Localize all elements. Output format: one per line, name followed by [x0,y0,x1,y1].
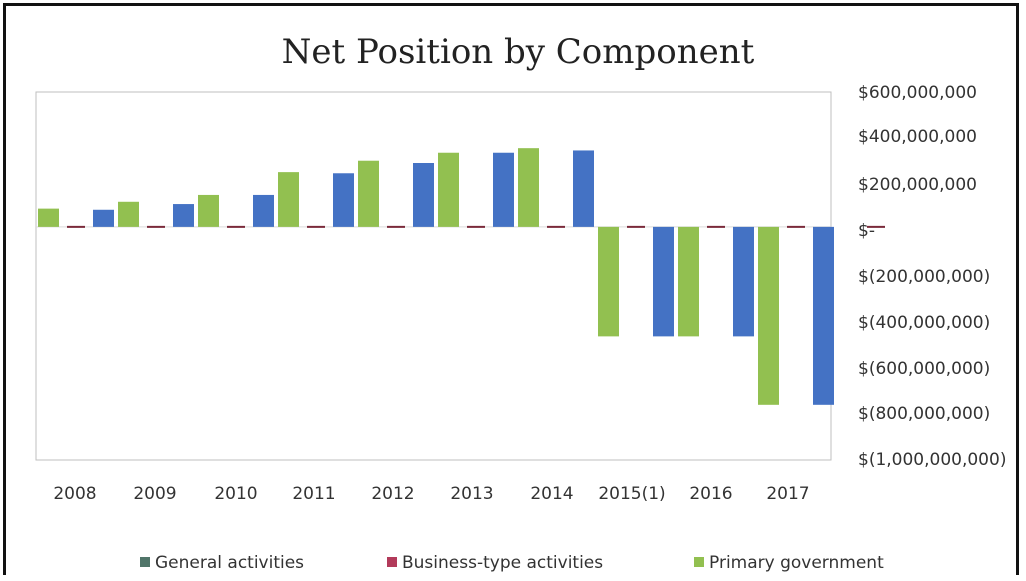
bar-business-type-activities-9 [787,225,805,228]
legend-label: Business-type activities [402,553,603,573]
bar-primary-government-6 [518,148,539,227]
x-tick-label: 2016 [689,484,732,504]
chart-title: Net Position by Component [282,32,755,72]
plot-area [35,91,832,461]
bar-primary-government-1 [118,201,139,227]
bar-general-activities-5 [413,163,434,227]
x-axis-ticks: 2008 2009 2010 2011 2012 2013 2014 2015(1) 2016 2… [53,484,809,504]
y-tick-label: $400,000,000 [858,127,977,147]
y-tick-label: $(1,000,000,000) [858,450,1006,470]
bar-general-activities-2 [173,204,194,227]
y-tick-label: $600,000,000 [858,83,977,103]
y-tick-label: $(200,000,000) [858,267,990,287]
bar-general-activities-3 [253,194,274,227]
bar-primary-government-7 [598,226,619,337]
legend-swatch [140,557,150,567]
legend-swatch [387,557,397,567]
bar-primary-government-3 [278,172,299,227]
bar-primary-government-5 [438,152,459,227]
bar-business-type-activities-3 [307,225,325,228]
bar-business-type-activities-5 [467,225,485,228]
x-tick-label: 2017 [766,484,809,504]
bar-general-activities-8 [653,226,674,337]
bar-general-activities-4 [333,173,354,227]
bar-business-type-activities-0 [67,225,85,228]
bar-general-activities-10 [813,226,834,405]
bar-business-type-activities-6 [547,225,565,228]
x-tick-label: 2014 [530,484,573,504]
y-tick-label: $(600,000,000) [858,359,990,379]
y-tick-label: $(800,000,000) [858,404,990,424]
bar-primary-government-2 [198,194,219,227]
y-tick-label: $- [858,221,875,241]
chart-frame [3,3,1019,575]
x-tick-label: 2015(1) [598,484,665,504]
bar-business-type-activities-1 [147,225,165,228]
x-tick-label: 2011 [292,484,335,504]
bar-primary-government-8 [678,226,699,337]
y-axis-ticks: $600,000,000 $400,000,000 $200,000,000 $- $(… [858,83,1006,470]
bar-business-type-activities-2 [227,225,245,228]
legend: General activities Business-type activiti… [140,553,884,573]
y-tick-label: $(400,000,000) [858,313,990,333]
x-tick-label: 2009 [133,484,176,504]
legend-label: General activities [155,553,304,573]
bar-business-type-activities-7 [627,225,645,228]
x-tick-label: 2010 [214,484,257,504]
bar-business-type-activities-4 [387,225,405,228]
bar-general-activities-6 [493,152,514,227]
bar-general-activities-7 [573,150,594,227]
bar-primary-government-0 [38,208,59,227]
legend-label: Primary government [709,553,884,573]
bar-business-type-activities-8 [707,225,725,228]
x-tick-label: 2013 [450,484,493,504]
bars-group [38,148,885,405]
x-tick-label: 2008 [53,484,96,504]
bar-primary-government-4 [358,160,379,227]
x-tick-label: 2012 [371,484,414,504]
legend-swatch [694,557,704,567]
bar-general-activities-9 [733,226,754,337]
bar-primary-government-9 [758,226,779,405]
y-tick-label: $200,000,000 [858,175,977,195]
bar-general-activities-1 [93,209,114,227]
bar-business-type-activities-10 [867,225,885,228]
